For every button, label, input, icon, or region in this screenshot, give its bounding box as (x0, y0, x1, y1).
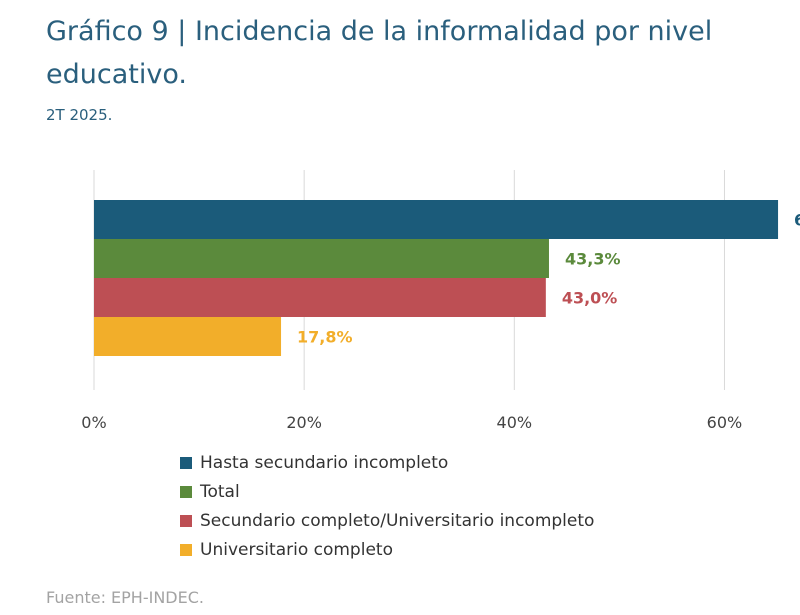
legend-swatch (180, 485, 192, 498)
legend-item: Secundario completo/Universitario incomp… (180, 506, 594, 535)
legend-label: Hasta secundario incompleto (200, 452, 449, 473)
data-label: 17,8% (297, 328, 353, 347)
x-tick-label: 20% (286, 413, 322, 432)
data-label: 43,0% (562, 289, 618, 308)
legend-item: Total (180, 477, 594, 506)
legend-item: Hasta secundario incompleto (180, 448, 594, 477)
legend-swatch (180, 456, 192, 469)
chart-title: Gráfico 9 | Incidencia de la informalida… (46, 16, 713, 90)
bar-3 (94, 278, 546, 317)
chart-subtitle: 2T 2025. (46, 106, 113, 124)
x-tick-label: 60% (707, 413, 743, 432)
x-tick-label: 40% (497, 413, 533, 432)
source-note: Fuente: EPH-INDEC. (46, 588, 204, 607)
legend-swatch (180, 543, 192, 556)
legend-label: Universitario completo (200, 539, 393, 560)
bar-1 (94, 200, 779, 239)
legend-swatch (180, 514, 192, 527)
legend-label: Total (200, 481, 240, 502)
bar-2 (94, 239, 549, 278)
legend-item: Universitario completo (180, 535, 594, 564)
data-label: 65,1% (794, 211, 800, 230)
x-tick-label: 0% (81, 413, 106, 432)
legend-label: Secundario completo/Universitario incomp… (200, 510, 595, 531)
data-label: 43,3% (565, 250, 621, 269)
chart-legend: Hasta secundario incompleto Total Secundar… (180, 448, 594, 564)
bar-chart: 65,1% 43,3% 43,0% 17,8% 0% 20% 40% 60% (81, 170, 800, 432)
bar-4 (94, 317, 282, 356)
